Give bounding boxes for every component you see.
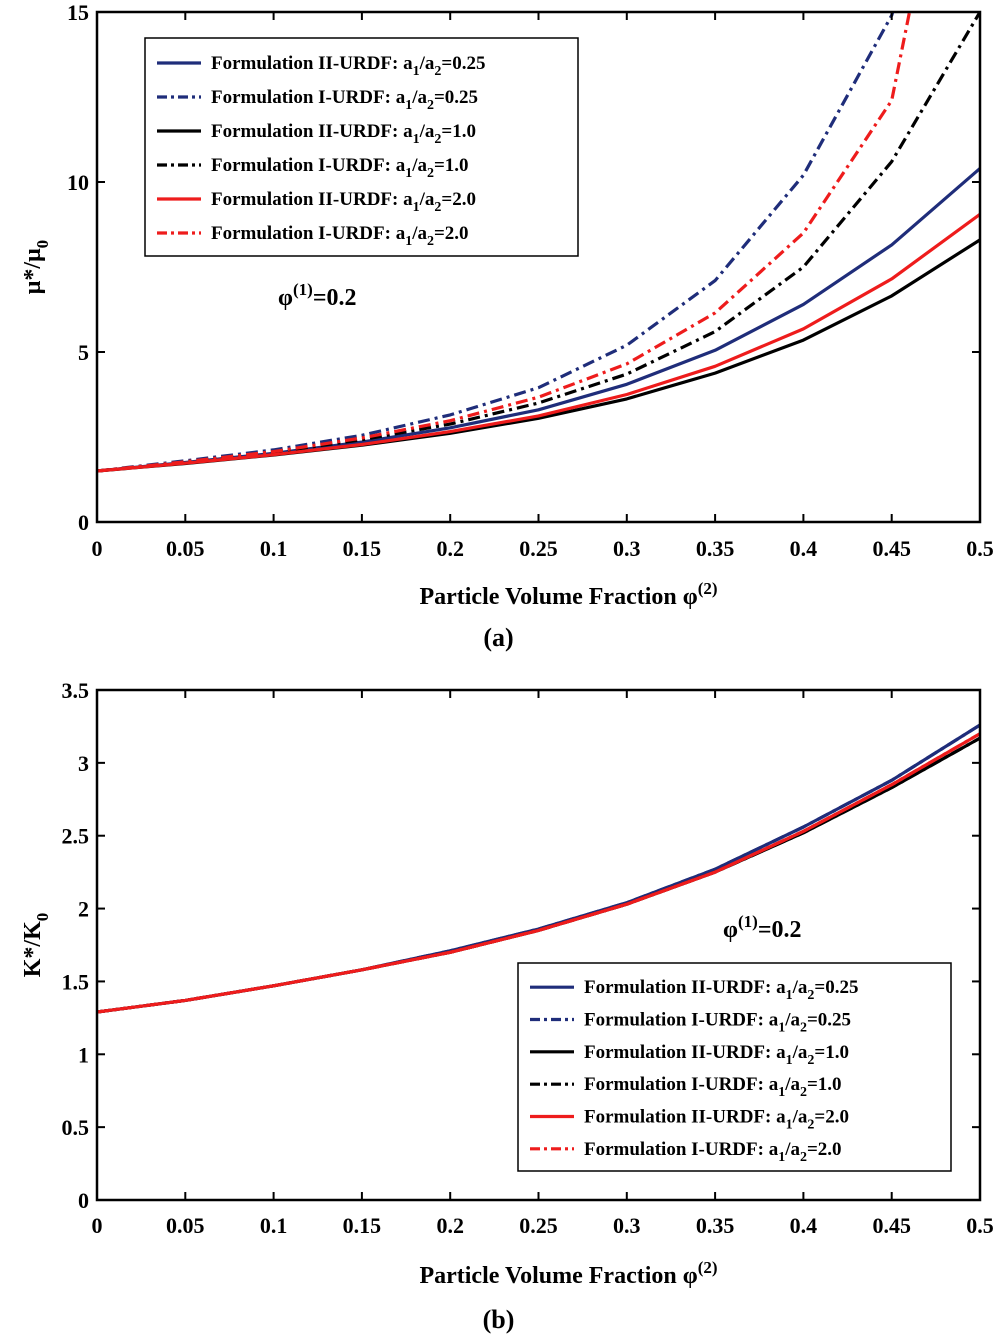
- y-tick-label: 0: [78, 1188, 89, 1213]
- phi1-annotation: φ(1)=0.2: [278, 280, 357, 311]
- series-group: [97, 12, 980, 473]
- phi1-annotation: φ(1)=0.2: [723, 912, 802, 943]
- x-tick-label: 0.2: [436, 536, 464, 561]
- y-tick-label: 0: [78, 510, 89, 535]
- x-tick-label: 0.1: [260, 536, 288, 561]
- y-tick-label: 1.5: [62, 969, 90, 994]
- x-tick-label: 0: [92, 536, 103, 561]
- x-tick-label: 0.45: [872, 536, 911, 561]
- legend-label: Formulation II-URDF: a1/a2=2.0: [211, 189, 476, 215]
- x-tick-label: 0.1: [260, 1213, 288, 1238]
- legend-label: Formulation I-URDF: a1/a2=0.25: [584, 1010, 851, 1036]
- x-tick-label: 0.4: [790, 1213, 818, 1238]
- x-axis-label: Particle Volume Fraction φ(2): [419, 1258, 717, 1289]
- y-tick-label: 15: [67, 0, 89, 25]
- legend-label: Formulation II-URDF: a1/a2=2.0: [584, 1107, 849, 1133]
- series-line-II_20: [97, 732, 980, 1014]
- legend-label: Formulation II-URDF: a1/a2=0.25: [584, 977, 858, 1003]
- chart-panel-b: 0 0.05 0.1 0.15 0.2 0.25 0.3 0.35 0.4 0.45 0.5 0 0.5…: [20, 678, 994, 1334]
- y-tick-label: 10: [67, 170, 89, 195]
- x-tick-label: 0.2: [436, 1213, 464, 1238]
- series-line-II_20: [97, 213, 980, 473]
- series-line-I_10: [97, 12, 980, 473]
- legend-label: Formulation I-URDF: a1/a2=0.25: [211, 87, 478, 113]
- legend-label: Formulation II-URDF: a1/a2=0.25: [211, 53, 485, 79]
- series-line-I_025: [97, 12, 895, 473]
- series-line-I_025: [97, 723, 980, 1014]
- x-axis-label: Particle Volume Fraction φ(2): [419, 579, 717, 610]
- legend-box: [144, 37, 579, 257]
- y-tick-label: 2.5: [62, 824, 90, 849]
- chart-panel-a: 0 0.05 0.1 0.15 0.2 0.25 0.3 0.35 0.4 0.45 0.5 0 5 10…: [20, 0, 994, 652]
- x-tick-label: 0.5: [966, 536, 994, 561]
- x-tick-label: 0.05: [166, 1213, 205, 1238]
- x-tick-label: 0.35: [696, 536, 735, 561]
- legend-label: Formulation I-URDF: a1/a2=1.0: [584, 1074, 842, 1100]
- x-tick-label: 0.3: [613, 1213, 641, 1238]
- series-group: [97, 723, 980, 1014]
- y-tick-label: 1: [78, 1042, 89, 1067]
- panel-caption: (a): [483, 623, 513, 652]
- x-tick-label: 0.5: [966, 1213, 994, 1238]
- y-tick-label: 5: [78, 340, 89, 365]
- legend-label: Formulation II-URDF: a1/a2=1.0: [584, 1042, 849, 1068]
- y-tick-label: 0.5: [62, 1115, 90, 1140]
- y-axis-label: μ*/μ0: [20, 240, 52, 294]
- legend-label: Formulation I-URDF: a1/a2=2.0: [584, 1139, 842, 1165]
- legend-label: Formulation I-URDF: a1/a2=1.0: [211, 155, 469, 181]
- x-tick-label: 0.25: [519, 1213, 558, 1238]
- legend: Formulation II-URDF: a1/a2=0.25 Formulati…: [517, 962, 952, 1172]
- x-tick-label: 0.35: [696, 1213, 735, 1238]
- legend-label: Formulation I-URDF: a1/a2=2.0: [211, 223, 469, 249]
- panel-caption: (b): [483, 1305, 515, 1334]
- x-tick-label: 0.25: [519, 536, 558, 561]
- x-tick-label: 0.3: [613, 536, 641, 561]
- y-tick-label: 3.5: [62, 678, 90, 703]
- legend-box: [517, 962, 952, 1172]
- y-axis-label: K*/K0: [20, 913, 52, 978]
- x-tick-label: 0.15: [343, 536, 382, 561]
- legend-label: Formulation II-URDF: a1/a2=1.0: [211, 121, 476, 147]
- x-tick-label: 0.4: [790, 536, 818, 561]
- x-tick-label: 0.45: [872, 1213, 911, 1238]
- y-tick-label: 2: [78, 897, 89, 922]
- x-tick-label: 0: [92, 1213, 103, 1238]
- x-tick-label: 0.05: [166, 536, 205, 561]
- x-tick-label: 0.15: [343, 1213, 382, 1238]
- legend: Formulation II-URDF: a1/a2=0.25 Formulati…: [144, 37, 579, 257]
- y-tick-label: 3: [78, 751, 89, 776]
